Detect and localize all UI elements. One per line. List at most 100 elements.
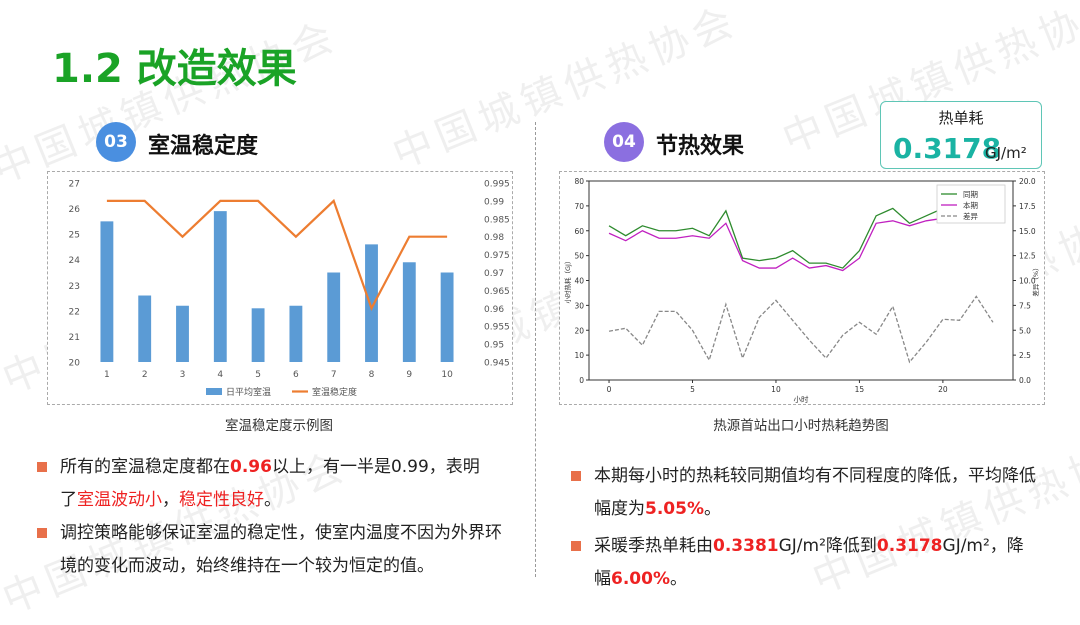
legend-swatch <box>206 388 222 395</box>
bar <box>100 221 114 362</box>
legend-label: 室温稳定度 <box>312 386 357 398</box>
y-tick-label-right: 2.5 <box>1019 351 1031 360</box>
legend-label: 日平均室温 <box>226 386 271 398</box>
y-tick-label-left: 70 <box>574 202 584 211</box>
y-tick-label-left: 27 <box>69 180 80 190</box>
bullet-text-part: 所有的室温稳定度都在 <box>60 457 230 477</box>
bar <box>402 262 416 362</box>
x-tick-label: 3 <box>180 370 186 380</box>
y-tick-label-right: 0.965 <box>484 287 510 297</box>
bullet-text-part: 本期每小时的热耗较同期值均有不同程度的降低，平均降低幅度为 <box>594 466 1036 519</box>
bullet-text: 采暖季热单耗由0.3381GJ/m²降低到0.3178GJ/m²，降幅6.00%… <box>594 530 1039 596</box>
series-line-heat <box>608 200 994 269</box>
section-number-badge: 04 <box>604 122 644 162</box>
y-tick-label-right: 20.0 <box>1019 177 1036 186</box>
chart-caption: 室温稳定度示例图 <box>225 418 333 434</box>
highlight-text: 稳定性良好 <box>179 490 264 510</box>
y-tick-label-left: 10 <box>574 351 584 360</box>
y-tick-label-left: 22 <box>69 307 80 317</box>
y-tick-label-right: 0.98 <box>484 233 504 243</box>
x-tick-label: 10 <box>771 385 781 394</box>
y-axis-label-right: 差异（%） <box>1031 264 1040 296</box>
x-tick-label: 8 <box>369 370 375 380</box>
y-tick-label-right: 0.0 <box>1019 376 1031 385</box>
divider <box>535 122 536 577</box>
x-axis-label: 小时 <box>794 394 809 404</box>
section-title: 室温稳定度 <box>148 134 259 159</box>
kpi-value: 0.3178 <box>893 132 1002 165</box>
bullet-text-part: 以上，有一半是0.99，表明 <box>271 457 480 477</box>
kpi-label: 热单耗 <box>938 109 984 127</box>
y-tick-label-left: 21 <box>69 333 80 343</box>
y-tick-label-right: 0.95 <box>484 341 504 351</box>
y-tick-label-left: 50 <box>574 252 584 261</box>
bullet-marker <box>571 471 581 481</box>
section-number-badge: 03 <box>96 122 136 162</box>
y-tick-label-right: 0.985 <box>484 215 510 225</box>
y-tick-label-right: 0.995 <box>484 180 510 190</box>
y-tick-label-right: 5.0 <box>1019 326 1031 335</box>
series-line-heat <box>608 212 993 272</box>
y-tick-label-left: 20 <box>574 326 584 335</box>
room-temp-chart: 20 21 22 23 24 25 26 27 0.945 0.95 0.955 0.96 0.965 0… <box>47 171 513 405</box>
y-tick-label-right: 0.945 <box>484 359 510 369</box>
y-tick-label-right: 12.5 <box>1019 252 1036 261</box>
kpi-unit: GJ/m² <box>985 144 1027 162</box>
highlight-value: 0.3178 <box>876 536 943 556</box>
room-temp-chart-svg: 20212223242526270.9450.950.9550.960.9650… <box>69 180 510 399</box>
y-tick-label-left: 25 <box>69 231 80 241</box>
bullet-text-part: 。 <box>703 499 721 519</box>
bar <box>289 305 303 362</box>
highlight-value: 0.3381 <box>713 536 779 556</box>
y-axis-label-left: 小时热耗（GJ） <box>563 258 572 304</box>
heat-consumption-chart-svg: 010203040506070800.02.55.07.510.012.515.… <box>563 177 1040 404</box>
bullet-text: 所有的室温稳定度都在0.96以上，有一半是0.99，表明 了室温波动小，稳定性良好… <box>60 451 510 517</box>
series-line-diff <box>608 295 994 364</box>
y-tick-label-left: 60 <box>574 227 584 236</box>
bullet-text-part: GJ/m²降低到 <box>778 536 877 556</box>
x-tick-label: 4 <box>217 370 223 380</box>
x-tick-label: 10 <box>441 370 453 380</box>
kpi-card: 热单耗 0.3178 GJ/m² <box>880 101 1042 169</box>
y-tick-label-left: 30 <box>574 301 584 310</box>
x-tick-label: 5 <box>690 385 695 394</box>
stability-line <box>106 198 448 312</box>
bar <box>213 211 227 362</box>
bar <box>327 272 341 362</box>
highlight-value: 0.96 <box>230 457 272 477</box>
chart-caption: 热源首站出口小时热耗趋势图 <box>713 418 889 434</box>
y-tick-label-right: 0.955 <box>484 323 510 333</box>
y-tick-label-left: 20 <box>69 359 81 369</box>
y-tick-label-left: 0 <box>579 376 584 385</box>
y-tick-label-right: 0.99 <box>484 197 504 207</box>
highlight-value: 5.05% <box>645 499 704 519</box>
x-tick-label: 2 <box>142 370 148 380</box>
y-tick-label-left: 24 <box>69 256 81 266</box>
x-tick-label: 1 <box>104 370 110 380</box>
bullet-marker <box>571 541 581 551</box>
x-tick-label: 7 <box>331 370 337 380</box>
bar <box>176 305 189 362</box>
y-tick-label-right: 0.97 <box>484 269 504 279</box>
highlight-text: 室温波动小 <box>77 490 162 510</box>
y-tick-label-right: 17.5 <box>1019 202 1036 211</box>
bar <box>365 244 378 362</box>
legend-label: 同期 <box>963 190 978 199</box>
x-tick-label: 9 <box>406 370 412 380</box>
bullet-text-part: 采暖季热单耗由 <box>594 536 713 556</box>
x-tick-label: 5 <box>255 370 261 380</box>
x-tick-label: 6 <box>293 370 299 380</box>
bar <box>440 272 454 362</box>
bullet-text-part: 了 <box>60 490 77 510</box>
x-tick-label: 20 <box>938 385 948 394</box>
section-title: 节热效果 <box>656 134 745 159</box>
bullet-text: 调控策略能够保证室温的稳定性，使室内温度不因为外界环境的变化而波动，始终维持在一… <box>60 523 502 576</box>
y-tick-label-right: 10.0 <box>1019 277 1036 286</box>
page-title: 1.2 改造效果 <box>52 46 297 92</box>
y-tick-label-left: 26 <box>69 205 81 215</box>
bullet-marker <box>37 528 47 538</box>
bar <box>251 308 265 362</box>
y-tick-label-right: 7.5 <box>1019 301 1031 310</box>
bullet-marker <box>37 462 47 472</box>
bullet-text-part: 。 <box>669 569 687 589</box>
